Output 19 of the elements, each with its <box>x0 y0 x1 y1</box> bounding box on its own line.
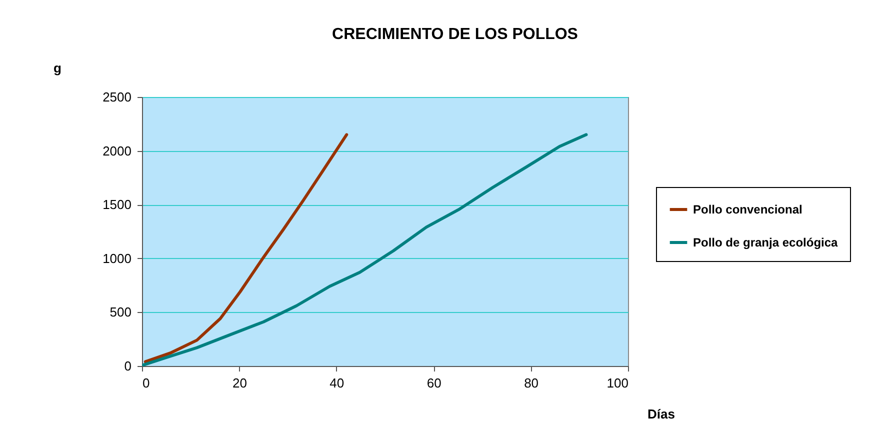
y-tick-label: 1500 <box>102 197 132 212</box>
y-tick-label: 1000 <box>102 250 132 266</box>
y-tick-label: 2000 <box>102 143 132 158</box>
y-tick-label: 500 <box>110 304 132 320</box>
y-axis-title: g <box>54 60 62 76</box>
line-series <box>144 133 348 364</box>
legend-label: Pollo de granja ecológica <box>693 236 838 250</box>
x-tick-label: 100 <box>606 376 628 390</box>
x-axis-title: Días <box>648 406 675 422</box>
x-tick-label: 20 <box>232 376 247 390</box>
x-tick-label: 40 <box>330 376 344 390</box>
line-series <box>142 133 588 366</box>
chart-title: CRECIMIENTO DE LOS POLLOS <box>332 26 578 43</box>
y-tick-label: 0 <box>124 358 132 374</box>
y-tick-label: 2500 <box>102 90 132 104</box>
x-tick-label: 0 <box>142 376 150 390</box>
x-tick-label: 80 <box>524 376 539 390</box>
legend-label: Pollo convencional <box>693 202 802 216</box>
x-tick-label: 60 <box>426 376 442 390</box>
